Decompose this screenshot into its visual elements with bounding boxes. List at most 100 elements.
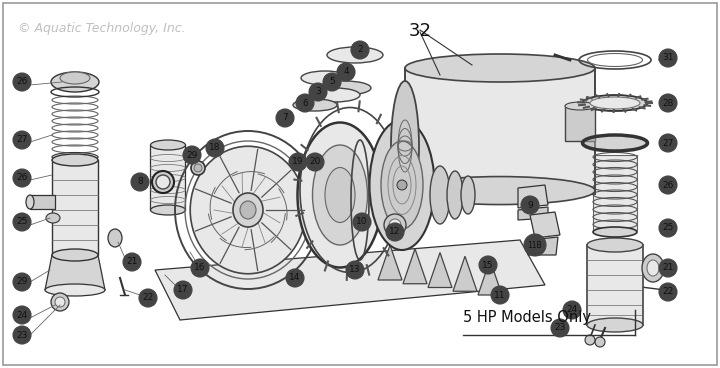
Circle shape: [13, 326, 31, 344]
Circle shape: [309, 83, 327, 101]
Ellipse shape: [642, 254, 664, 282]
Circle shape: [306, 153, 324, 171]
Ellipse shape: [190, 146, 306, 274]
Bar: [150, 145, 185, 210]
Ellipse shape: [447, 171, 463, 219]
Ellipse shape: [593, 227, 637, 237]
Ellipse shape: [461, 176, 475, 214]
Circle shape: [206, 139, 224, 157]
Circle shape: [276, 109, 294, 127]
Text: 28: 28: [662, 99, 674, 107]
Circle shape: [659, 49, 677, 67]
Bar: [30, 195, 55, 209]
Ellipse shape: [152, 171, 174, 193]
Ellipse shape: [595, 238, 635, 246]
Text: 13: 13: [349, 265, 361, 275]
Ellipse shape: [52, 249, 98, 261]
Bar: [405, 68, 595, 194]
Circle shape: [595, 337, 605, 347]
Ellipse shape: [293, 99, 337, 111]
Text: 2: 2: [357, 46, 363, 54]
Text: 6: 6: [302, 99, 308, 107]
Ellipse shape: [45, 284, 105, 296]
Circle shape: [174, 281, 192, 299]
Polygon shape: [155, 240, 545, 320]
Text: 8: 8: [137, 177, 143, 187]
Ellipse shape: [582, 95, 647, 111]
Circle shape: [13, 306, 31, 324]
Text: 27: 27: [17, 135, 27, 145]
Text: 29: 29: [186, 151, 198, 159]
Circle shape: [491, 286, 509, 304]
Ellipse shape: [587, 238, 643, 252]
Ellipse shape: [391, 81, 419, 211]
Circle shape: [131, 173, 149, 191]
Ellipse shape: [312, 145, 367, 245]
Text: 9: 9: [527, 201, 533, 209]
Text: 22: 22: [143, 294, 153, 302]
Circle shape: [659, 134, 677, 152]
Polygon shape: [378, 245, 402, 280]
Circle shape: [123, 253, 141, 271]
Ellipse shape: [52, 154, 98, 166]
Circle shape: [183, 146, 201, 164]
Text: 4: 4: [343, 67, 348, 77]
Circle shape: [191, 259, 209, 277]
Text: 26: 26: [17, 173, 27, 183]
Text: 10: 10: [356, 217, 368, 226]
Text: 18: 18: [210, 144, 221, 152]
Polygon shape: [518, 185, 548, 208]
Ellipse shape: [381, 141, 423, 229]
Bar: [565, 106, 595, 141]
Circle shape: [479, 256, 497, 274]
Text: 31: 31: [662, 53, 674, 63]
Text: 21: 21: [126, 258, 138, 266]
Ellipse shape: [301, 71, 349, 85]
Text: 17: 17: [177, 286, 189, 294]
Text: 26: 26: [662, 180, 674, 190]
Text: 16: 16: [194, 263, 206, 272]
Text: 27: 27: [662, 138, 674, 148]
Ellipse shape: [233, 193, 263, 227]
Text: 23: 23: [554, 323, 566, 333]
Circle shape: [659, 176, 677, 194]
Circle shape: [337, 63, 355, 81]
Circle shape: [139, 289, 157, 307]
Ellipse shape: [51, 72, 99, 92]
Circle shape: [524, 234, 546, 256]
Circle shape: [286, 269, 304, 287]
Ellipse shape: [297, 123, 382, 268]
Ellipse shape: [55, 297, 65, 307]
Text: © Aquatic Technology, Inc.: © Aquatic Technology, Inc.: [18, 22, 186, 35]
Ellipse shape: [369, 120, 434, 250]
Text: 12: 12: [390, 227, 401, 237]
Ellipse shape: [51, 293, 69, 311]
Text: 25: 25: [662, 223, 674, 233]
Text: 25: 25: [17, 217, 27, 226]
Text: 19: 19: [292, 158, 304, 166]
Text: 11: 11: [494, 290, 505, 300]
Circle shape: [551, 319, 569, 337]
Ellipse shape: [46, 213, 60, 223]
Polygon shape: [528, 237, 558, 255]
Circle shape: [323, 73, 341, 91]
Circle shape: [397, 180, 407, 190]
Polygon shape: [518, 207, 548, 220]
Ellipse shape: [150, 205, 186, 215]
Text: 14: 14: [289, 273, 301, 283]
Circle shape: [289, 153, 307, 171]
Ellipse shape: [108, 229, 122, 247]
Ellipse shape: [52, 152, 98, 162]
Circle shape: [659, 219, 677, 237]
Bar: [587, 245, 643, 325]
Ellipse shape: [565, 102, 595, 110]
Circle shape: [659, 283, 677, 301]
Text: 11B: 11B: [528, 241, 542, 250]
Circle shape: [659, 94, 677, 112]
Circle shape: [13, 213, 31, 231]
Text: 15: 15: [482, 261, 494, 269]
Ellipse shape: [590, 97, 640, 109]
Text: 3: 3: [315, 88, 321, 96]
Polygon shape: [428, 252, 452, 287]
Ellipse shape: [194, 164, 202, 172]
